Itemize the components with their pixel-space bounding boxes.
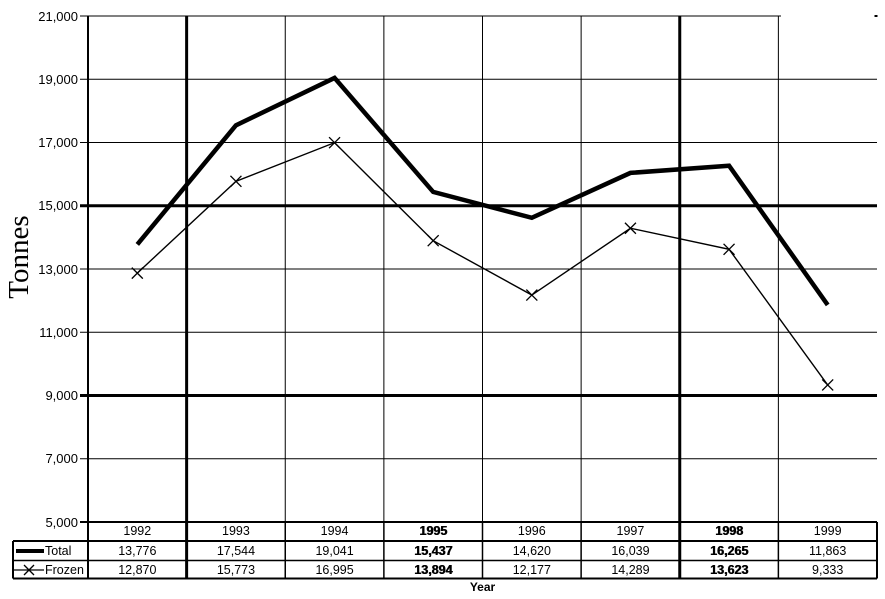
total-value-cell: 16,265: [709, 543, 749, 558]
y-tick-label: 15,000: [38, 198, 78, 214]
y-tick-label: 17,000: [38, 135, 78, 150]
frozen-value-cell: 15,773: [216, 562, 256, 577]
frozen-marker-x-1996: [525, 289, 538, 301]
legend-item-frozen: Frozen: [14, 562, 88, 577]
frozen-marker-x-1999: [821, 379, 834, 391]
total-value-cell: 13,776: [118, 543, 157, 558]
frozen-value-cell: 12,177: [512, 562, 551, 577]
total-value-cell: 15,437: [414, 543, 453, 558]
frozen-value-cell: 12,870: [118, 562, 157, 577]
frozen-marker-x-1998: [723, 243, 736, 256]
year-header-cell: 1994: [320, 524, 349, 538]
frozen-series-line: [136, 141, 829, 386]
frozen-value-cell: 13,894: [414, 562, 453, 577]
y-axis-title: Tonnes: [3, 215, 35, 299]
frozen-marker-x-1993: [229, 175, 242, 188]
year-header-cell: 1992: [123, 524, 152, 538]
y-tick-label: 13,000: [38, 261, 78, 277]
year-header-cell: 1999: [813, 524, 842, 538]
legend-label-frozen: Frozen: [45, 562, 84, 577]
frozen-x-marker-swatch: [14, 564, 44, 575]
total-value-cell: 19,041: [315, 543, 354, 558]
y-tick-label: 11,000: [39, 324, 78, 340]
legend-item-total: Total: [15, 543, 87, 559]
total-value-cell: 17,544: [216, 543, 256, 558]
gridline-fragment-dot: [874, 15, 878, 17]
x-axis-title: Year: [469, 580, 496, 594]
frozen-value-cell: 16,995: [315, 562, 354, 577]
y-tick-label: 19,000: [38, 71, 78, 87]
frozen-value-cell: 14,289: [611, 562, 650, 577]
y-tick-label: 7,000: [45, 451, 78, 467]
total-line-swatch: [16, 549, 44, 553]
year-header-cell: 1996: [517, 524, 546, 538]
legend-label-total: Total: [45, 544, 72, 558]
frozen-marker-x-1992: [131, 267, 144, 280]
total-value-cell: 14,620: [512, 543, 551, 558]
frozen-marker-x-1994: [328, 136, 341, 149]
year-header-cell: 1997: [616, 524, 645, 538]
total-value-cell: 11,863: [809, 543, 847, 558]
frozen-value-cell: 13,623: [709, 562, 749, 577]
total-value-cell: 16,039: [611, 543, 650, 558]
year-header-cell: 1998: [715, 524, 743, 538]
total-series-line: [135, 75, 830, 307]
frozen-value-cell: 9,333: [812, 562, 844, 577]
frozen-marker-x-1995: [427, 234, 440, 247]
frozen-marker-x-1997: [624, 222, 637, 235]
y-tick-label: 5,000: [45, 514, 78, 530]
y-tick-label: 9,000: [45, 388, 78, 403]
y-tick-label: 21,000: [38, 8, 78, 24]
year-header-cell: 1993: [222, 524, 250, 538]
year-header-cell: 1995: [419, 524, 448, 538]
